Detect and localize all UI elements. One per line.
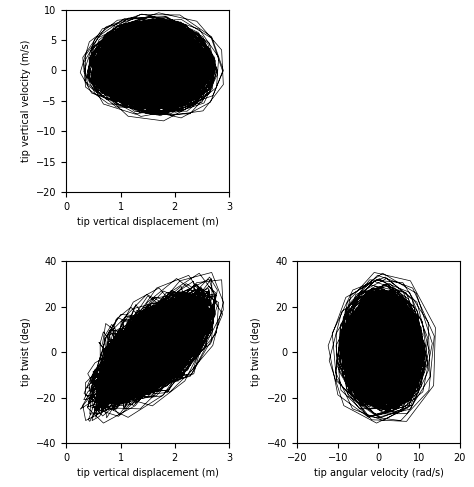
Y-axis label: tip vertical velocity (m/s): tip vertical velocity (m/s): [20, 39, 31, 162]
X-axis label: tip angular velocity (rad/s): tip angular velocity (rad/s): [314, 468, 444, 478]
Y-axis label: tip twist (deg): tip twist (deg): [251, 318, 262, 386]
X-axis label: tip vertical displacement (m): tip vertical displacement (m): [77, 468, 219, 478]
X-axis label: tip vertical displacement (m): tip vertical displacement (m): [77, 217, 219, 227]
Y-axis label: tip twist (deg): tip twist (deg): [20, 318, 31, 386]
